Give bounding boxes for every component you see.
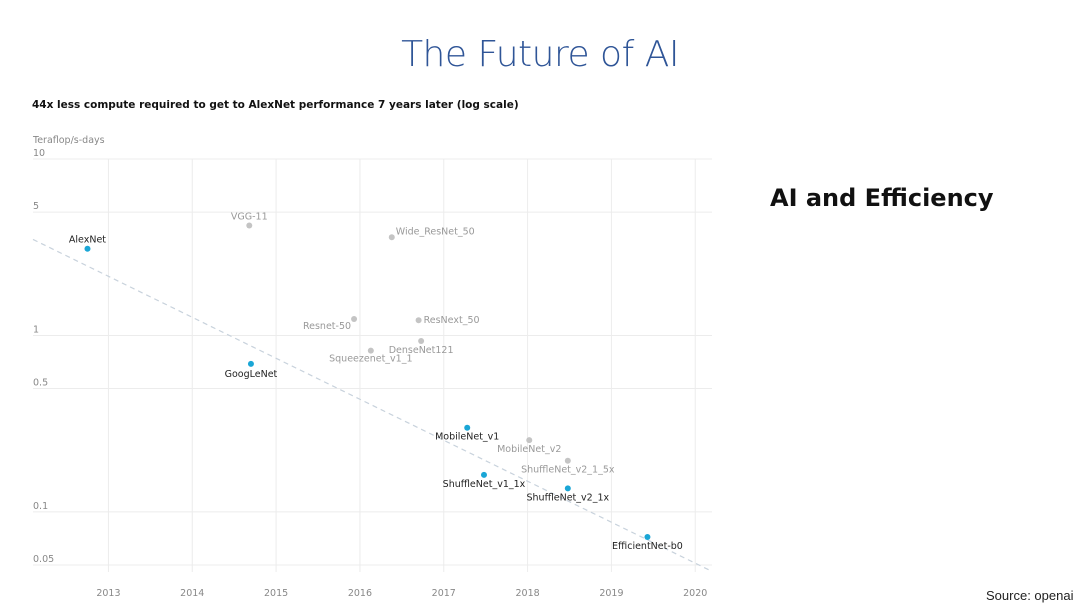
- trend-layer: [32, 238, 713, 572]
- y-tick-label: 0.5: [33, 378, 48, 389]
- point-label: ShuffleNet_v2_1x: [527, 492, 610, 503]
- point-label: ShuffleNet_v1_1x: [443, 479, 526, 490]
- x-tick-label: 2016: [348, 588, 372, 599]
- source-credit: Source: openai: [986, 588, 1074, 603]
- x-tick-label: 2017: [432, 588, 456, 599]
- x-tick-label: 2015: [264, 588, 288, 599]
- grid-layer: 10 5 1 0.5 0.1 0.05 2013 2014 2015 2016 2017 2018 20…: [33, 148, 712, 599]
- side-heading: AI and Efficiency: [770, 184, 994, 212]
- point-label: EfficientNet-b0: [612, 541, 683, 552]
- x-tick-label: 2018: [515, 588, 539, 599]
- point-label: DenseNet121: [389, 345, 454, 356]
- y-tick-label: 0.1: [33, 501, 48, 512]
- point-label: GoogLeNet: [225, 369, 278, 380]
- chart-title: 44x less compute required to get to Alex…: [32, 99, 519, 111]
- x-tick-label: 2019: [599, 588, 623, 599]
- point-label: ResNext_50: [424, 315, 480, 326]
- y-tick-label: 1: [33, 324, 39, 335]
- data-point: [564, 485, 571, 492]
- y-axis-label: Teraflop/s-days: [32, 135, 105, 146]
- y-tick-label: 10: [33, 148, 45, 159]
- data-point: [84, 245, 91, 252]
- point-label: Resnet-50: [303, 321, 351, 332]
- point-label: Squeezenet_v1_1: [329, 354, 412, 365]
- data-point: [246, 222, 253, 229]
- data-point: [564, 457, 571, 464]
- data-point: [415, 317, 422, 324]
- point-label: AlexNet: [69, 235, 106, 246]
- data-point: [367, 347, 374, 354]
- x-tick-label: 2014: [180, 588, 204, 599]
- y-tick-label: 0.05: [33, 554, 54, 565]
- y-tick-label: 5: [33, 201, 39, 212]
- point-label: MobileNet_v1: [435, 432, 499, 443]
- point-label: Wide_ResNet_50: [396, 226, 475, 237]
- point-label: MobileNet_v2: [497, 444, 561, 455]
- point-label: ShuffleNet_v2_1_5x: [521, 465, 615, 476]
- data-point: [480, 471, 487, 478]
- data-point: [464, 424, 471, 431]
- data-point: [526, 437, 533, 444]
- data-point: [644, 534, 651, 541]
- point-label: VGG-11: [231, 211, 268, 222]
- point-layer: AlexNet VGG-11 Wide_ResNet_50 Resnet-50 ResN…: [69, 211, 683, 552]
- trend-line: [32, 238, 713, 572]
- data-point: [388, 234, 395, 241]
- data-point: [351, 315, 358, 322]
- x-tick-label: 2020: [683, 588, 707, 599]
- data-point: [418, 338, 425, 345]
- slide-title: The Future of AI: [401, 34, 679, 75]
- x-tick-label: 2013: [96, 588, 120, 599]
- data-point: [247, 360, 254, 367]
